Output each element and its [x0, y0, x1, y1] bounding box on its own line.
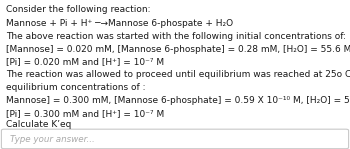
- Text: Consider the following reaction:: Consider the following reaction:: [6, 5, 151, 14]
- Text: Type your answer...: Type your answer...: [10, 135, 95, 144]
- Text: [Pi] = 0.300 mM and [H⁺] = 10⁻⁷ M: [Pi] = 0.300 mM and [H⁺] = 10⁻⁷ M: [6, 109, 164, 118]
- FancyBboxPatch shape: [1, 129, 349, 149]
- Text: Calculate K’eq: Calculate K’eq: [6, 120, 72, 129]
- Text: [Pi] = 0.020 mM and [H⁺] = 10⁻⁷ M: [Pi] = 0.020 mM and [H⁺] = 10⁻⁷ M: [6, 58, 164, 66]
- Text: [Mannose] = 0.020 mM, [Mannose 6-phosphate] = 0.28 mM, [H₂O] = 55.6 M: [Mannose] = 0.020 mM, [Mannose 6-phospha…: [6, 45, 350, 54]
- Text: equilibrium concentrations of :: equilibrium concentrations of :: [6, 83, 146, 92]
- Text: The reaction was allowed to proceed until equilibrium was reached at 25o C gener: The reaction was allowed to proceed unti…: [6, 70, 350, 79]
- Text: The above reaction was started with the following initial concentrations of:: The above reaction was started with the …: [6, 32, 346, 41]
- Text: Mannose] = 0.300 mM, [Mannose 6-phosphate] = 0.59 X 10⁻¹⁰ M, [H₂O] = 55.6 M: Mannose] = 0.300 mM, [Mannose 6-phosphat…: [6, 96, 350, 105]
- Text: Mannose + Pi + H⁺ ─→Mannose 6-phospate + H₂O: Mannose + Pi + H⁺ ─→Mannose 6-phospate +…: [6, 19, 233, 28]
